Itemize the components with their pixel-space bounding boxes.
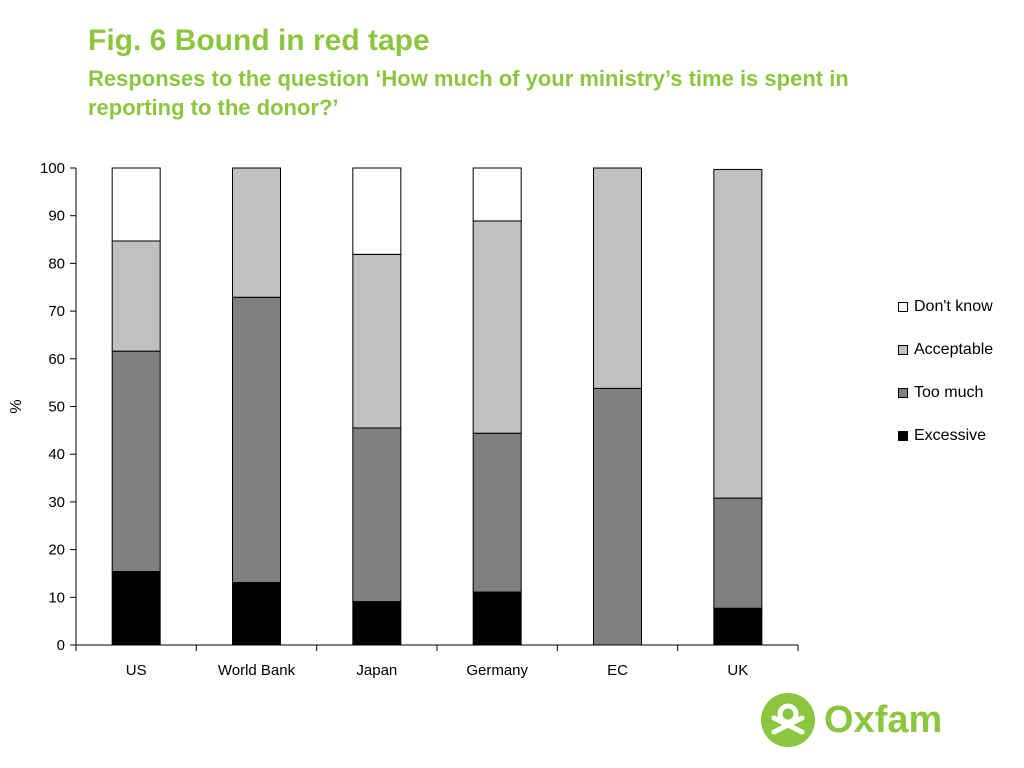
y-tick-label: 10 bbox=[48, 589, 65, 606]
legend-swatch-dont-know bbox=[898, 302, 908, 312]
x-tick-label: EC bbox=[607, 662, 628, 679]
x-tick-label: UK bbox=[727, 662, 748, 679]
legend-swatch-too-much bbox=[898, 388, 908, 398]
legend-item-dont-know: Don't know bbox=[898, 296, 993, 318]
legend-swatch-excessive bbox=[898, 431, 908, 441]
chart-subtitle: Responses to the question ‘How much of y… bbox=[88, 66, 849, 120]
y-tick-label: 30 bbox=[48, 494, 65, 511]
plot-area: US World Bank Japan Germany EC UK 0 10 20 30 40 50 6… bbox=[8, 160, 799, 679]
y-tick-label: 50 bbox=[48, 399, 65, 416]
bar-uk-too-much bbox=[713, 497, 763, 609]
bar-uk-acceptable bbox=[713, 168, 763, 499]
bar-japan-excessive bbox=[352, 601, 402, 646]
bar-germany-excessive bbox=[472, 591, 522, 646]
legend-label-dont-know: Don't know bbox=[914, 298, 993, 315]
legend-item-too-much: Too much bbox=[898, 382, 993, 404]
bar-us-too-much bbox=[111, 350, 161, 573]
y-tick-label: 20 bbox=[48, 542, 65, 559]
legend-label-excessive: Excessive bbox=[914, 427, 987, 444]
y-tick-label: 90 bbox=[48, 208, 65, 225]
bar-world-bank-excessive bbox=[232, 582, 281, 646]
bar-germany-don-t-know bbox=[472, 167, 522, 222]
bar-world-bank-too-much bbox=[232, 296, 281, 584]
legend-item-acceptable: Acceptable bbox=[898, 339, 993, 361]
y-tick-label: 0 bbox=[57, 637, 65, 654]
bar-ec-acceptable bbox=[593, 167, 642, 389]
x-tick-label: Japan bbox=[356, 662, 397, 679]
bar-world-bank-acceptable bbox=[232, 167, 281, 298]
bar-ec-too-much bbox=[593, 387, 642, 646]
bar-germany-acceptable bbox=[472, 220, 522, 434]
y-tick-label: 80 bbox=[48, 255, 65, 272]
bar-japan-acceptable bbox=[352, 253, 402, 429]
bar-germany-too-much bbox=[472, 432, 522, 593]
y-tick-label: 70 bbox=[48, 303, 65, 320]
y-tick-label: 100 bbox=[40, 160, 65, 177]
x-tick-label: US bbox=[126, 662, 147, 679]
oxfam-logo-icon bbox=[761, 693, 815, 747]
legend-label-acceptable: Acceptable bbox=[914, 341, 994, 358]
x-tick-label: Germany bbox=[466, 662, 528, 679]
bar-us-acceptable bbox=[111, 240, 161, 352]
x-tick-label: World Bank bbox=[218, 662, 296, 679]
bar-japan-don-t-know bbox=[352, 167, 402, 255]
oxfam-logo: Oxfam bbox=[760, 692, 942, 748]
bar-us-excessive bbox=[111, 571, 161, 646]
bar-japan-too-much bbox=[352, 427, 402, 603]
chart-legend: Don't know Acceptable Too much Excessive bbox=[898, 296, 993, 468]
legend-label-too-much: Too much bbox=[914, 384, 984, 401]
oxfam-logo-text: Oxfam bbox=[824, 698, 943, 741]
legend-item-excessive: Excessive bbox=[898, 425, 993, 447]
y-axis-label: % bbox=[8, 399, 25, 413]
chart-title: Fig. 6 Bound in red tape bbox=[88, 24, 430, 57]
y-tick-label: 60 bbox=[48, 351, 65, 368]
bar-uk-excessive bbox=[713, 607, 763, 646]
y-tick-label: 40 bbox=[48, 446, 65, 463]
legend-swatch-acceptable bbox=[898, 345, 908, 355]
bar-us-don-t-know bbox=[111, 167, 161, 242]
